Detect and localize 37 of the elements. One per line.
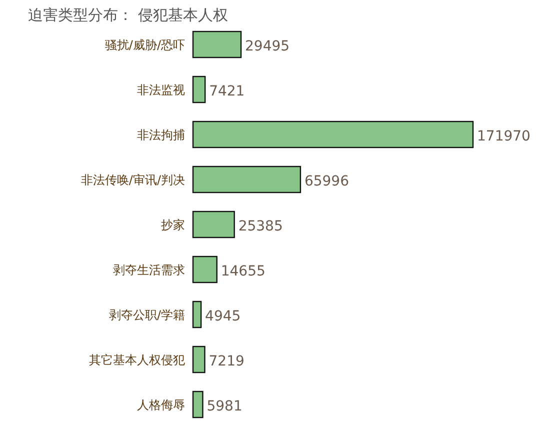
bar xyxy=(192,120,474,148)
bar: 非法拘捕 171970 xyxy=(137,120,530,148)
data-label: 7421 xyxy=(209,84,245,100)
y-tick-label: 其它基本人权侵犯 xyxy=(89,353,185,367)
y-tick-label: 非法传唤/审讯/判决 xyxy=(80,173,185,187)
data-label: 7219 xyxy=(208,354,244,370)
bar xyxy=(192,30,242,58)
bar: 非法传唤/审讯/判决 65996 xyxy=(80,166,349,194)
bar xyxy=(192,300,202,328)
y-tick-label: 人格侮辱 xyxy=(137,398,185,412)
data-label: 29495 xyxy=(245,38,290,54)
y-tick-label: 剥夺生活需求 xyxy=(113,263,185,277)
y-tick-label: 非法拘捕 xyxy=(137,128,185,142)
bar xyxy=(192,210,235,238)
bar: 抄家 25385 xyxy=(161,210,283,238)
bar xyxy=(192,390,204,418)
bar: 骚扰/威胁/恐吓 29495 xyxy=(104,30,290,58)
data-label: 171970 xyxy=(477,128,530,144)
bar xyxy=(192,76,206,104)
bar: 其它基本人权侵犯 7219 xyxy=(89,346,244,374)
y-tick-label: 抄家 xyxy=(161,218,185,232)
bar: 剥夺生活需求 14655 xyxy=(113,256,266,284)
title: 迫害类型分布： 侵犯基本人权 xyxy=(28,6,228,24)
data-label: 25385 xyxy=(238,218,283,234)
data-label: 65996 xyxy=(304,174,350,190)
data-label: 4945 xyxy=(205,308,241,324)
data-label: 5981 xyxy=(206,398,242,414)
bar: 剥夺公职/学籍 4945 xyxy=(108,300,241,328)
y-tick-label: 剥夺公职/学籍 xyxy=(108,308,185,322)
bar xyxy=(192,256,218,284)
y-tick-label: 骚扰/威胁/恐吓 xyxy=(104,38,185,52)
bar xyxy=(192,346,206,374)
bar: 非法监视 7421 xyxy=(137,76,245,104)
bar: 人格侮辱 5981 xyxy=(137,390,242,418)
y-tick-label: 非法监视 xyxy=(137,83,185,97)
data-label: 14655 xyxy=(220,264,266,280)
bar xyxy=(192,166,302,194)
